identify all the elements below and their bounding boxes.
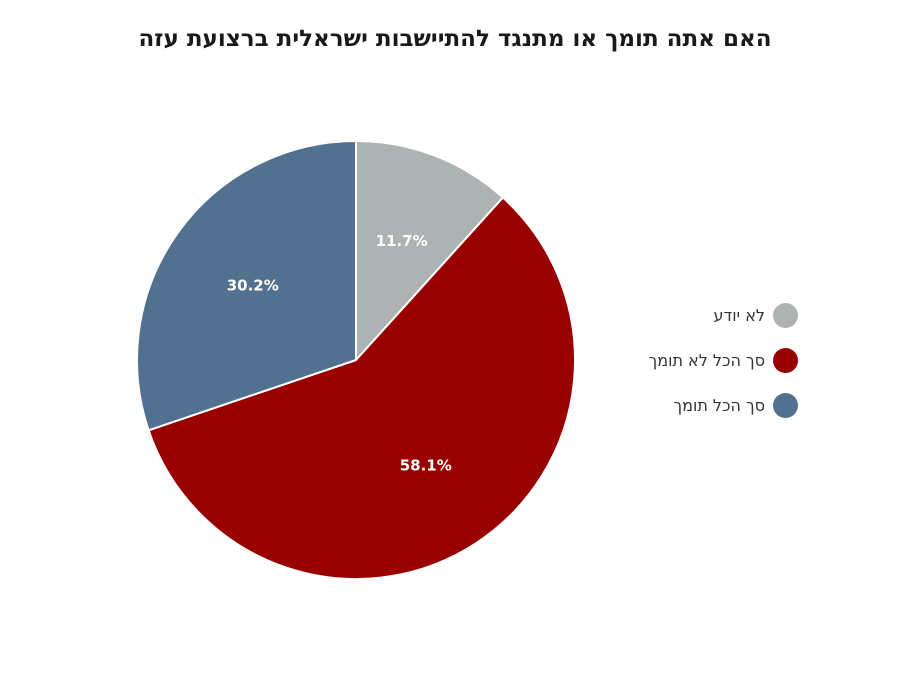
pie-slice-total-support bbox=[136, 140, 357, 432]
legend-label-total-support: סך הכל תומך bbox=[673, 395, 766, 415]
legend-label-dont-know: לא יודע bbox=[713, 305, 765, 325]
legend-swatch-dont-know bbox=[773, 302, 798, 328]
pie-slice-label-total-not-support: 58.1% bbox=[400, 457, 452, 475]
pie-slice-label-dont-know: 11.7% bbox=[376, 232, 428, 250]
legend-swatch-total-support bbox=[773, 392, 798, 418]
legend-swatch-total-not-support bbox=[773, 347, 798, 373]
legend-item-total-support: סך הכל תומך bbox=[649, 392, 798, 418]
legend-item-total-not-support: סך הכל לא תומך bbox=[649, 347, 798, 373]
legend-label-total-not-support: סך הכל לא תומך bbox=[648, 350, 765, 370]
pie-slice-label-total-support: 30.2% bbox=[227, 276, 279, 294]
legend: לא יודע סך הכל לא תומך סך הכל תומך bbox=[649, 302, 798, 437]
pie-slice-total-not-support bbox=[147, 196, 576, 580]
chart-title: האם אתה תומך או מתנגד להתיישבות ישראלית … bbox=[138, 26, 772, 52]
pie-slice-dont-know bbox=[355, 140, 504, 361]
legend-item-dont-know: לא יודע bbox=[649, 302, 798, 328]
